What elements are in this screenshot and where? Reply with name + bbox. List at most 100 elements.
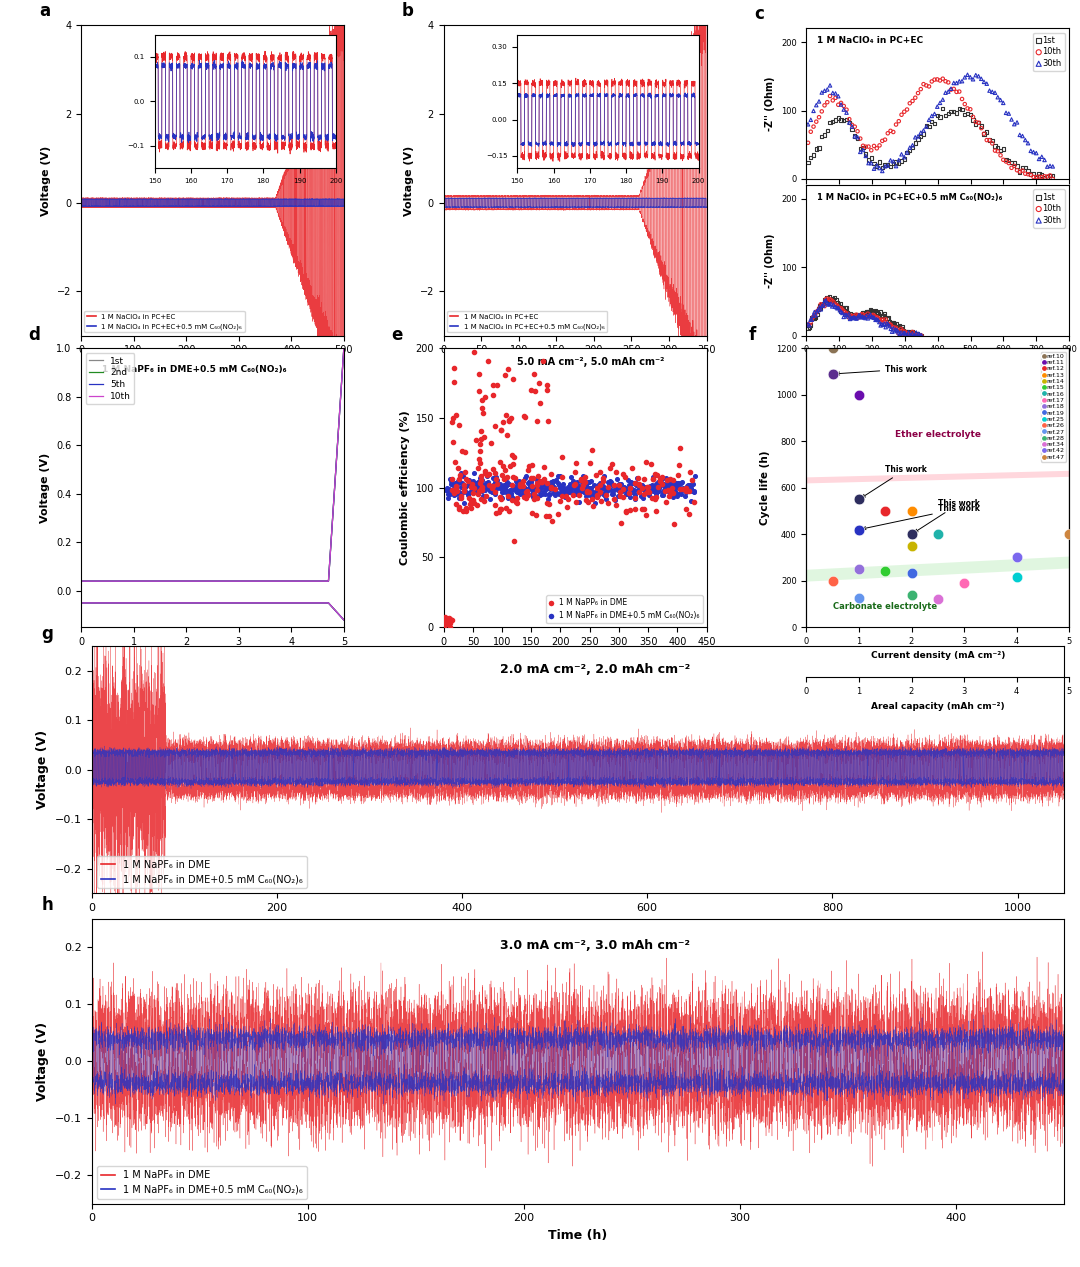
10th <box>948 82 966 103</box>
X-axis label: Current density (mA cm⁻²): Current density (mA cm⁻²) <box>870 651 1005 660</box>
X-axis label: Time (h): Time (h) <box>549 919 607 931</box>
Point <box>651 475 669 495</box>
10th <box>810 300 827 321</box>
10th <box>804 309 821 329</box>
30th <box>867 309 885 329</box>
Text: g: g <box>41 625 53 642</box>
Point <box>672 483 689 503</box>
10th <box>896 322 914 342</box>
1st <box>824 111 841 132</box>
10th <box>821 289 838 309</box>
Point <box>580 478 597 498</box>
Text: 2.0 mA cm⁻², 2.0 mAh cm⁻²: 2.0 mA cm⁻², 2.0 mAh cm⁻² <box>500 664 690 677</box>
Point <box>612 513 630 533</box>
Point <box>600 474 618 494</box>
30th <box>904 323 921 343</box>
1st <box>121 574 134 589</box>
Point <box>658 476 675 497</box>
30th <box>819 293 836 313</box>
30th <box>854 307 872 327</box>
30th <box>828 298 846 318</box>
30th <box>893 326 910 346</box>
1st <box>975 124 993 144</box>
1st <box>825 290 842 310</box>
Point <box>543 476 561 497</box>
Point <box>467 473 484 493</box>
Point <box>680 504 698 525</box>
1st <box>846 125 863 146</box>
30th <box>973 68 990 89</box>
30th <box>813 295 831 315</box>
Point <box>486 462 503 483</box>
Point <box>449 480 467 500</box>
Point <box>450 498 468 518</box>
Point <box>567 454 584 474</box>
10th <box>812 294 829 314</box>
Point <box>471 441 488 461</box>
1st <box>838 298 855 318</box>
Point <box>512 474 529 494</box>
Point <box>455 475 472 495</box>
Point <box>615 487 632 507</box>
Point <box>462 489 480 509</box>
10th <box>832 299 849 319</box>
10th <box>854 136 872 156</box>
1st <box>827 290 845 310</box>
Point <box>605 475 622 495</box>
10th <box>875 309 892 329</box>
Point <box>497 475 514 495</box>
Point <box>595 466 612 487</box>
10th <box>877 309 894 329</box>
Point <box>674 479 691 499</box>
10th <box>879 123 896 143</box>
Y-axis label: Voltage (V): Voltage (V) <box>41 146 52 215</box>
Point <box>549 483 566 503</box>
Point <box>458 470 475 490</box>
Point <box>504 455 522 475</box>
Point <box>474 470 491 490</box>
Text: 1 M NaClO₄ in PC+EC: 1 M NaClO₄ in PC+EC <box>816 35 923 44</box>
Point <box>502 485 519 506</box>
Text: c: c <box>754 5 764 23</box>
Point <box>453 478 470 498</box>
30th <box>872 315 889 336</box>
Point <box>640 481 658 502</box>
Point <box>522 471 539 492</box>
Point <box>670 465 687 485</box>
10th <box>904 322 921 342</box>
Point <box>541 479 558 499</box>
Point <box>611 474 629 494</box>
30th <box>975 72 993 92</box>
Point <box>441 479 458 499</box>
Point <box>527 478 544 498</box>
Point <box>437 480 455 500</box>
Point <box>473 470 490 490</box>
1st <box>910 324 928 345</box>
30th <box>874 161 891 181</box>
Text: h: h <box>41 896 53 914</box>
30th <box>829 298 847 318</box>
Point <box>473 489 490 509</box>
10th <box>893 321 910 341</box>
Point <box>498 424 515 445</box>
Point <box>443 469 460 489</box>
1st <box>890 317 907 337</box>
10th <box>869 308 887 328</box>
30th <box>892 322 909 342</box>
10th <box>860 304 877 324</box>
Point <box>516 405 534 426</box>
1st <box>832 293 849 313</box>
30th <box>835 307 852 327</box>
1st <box>912 326 929 346</box>
10th <box>856 305 874 326</box>
30th <box>967 65 984 85</box>
30th <box>836 304 853 324</box>
Point <box>456 480 473 500</box>
Point <box>642 475 659 495</box>
Point <box>644 468 661 488</box>
10th <box>915 73 932 94</box>
Point <box>465 462 483 483</box>
1st <box>814 294 832 314</box>
Point <box>517 465 535 485</box>
10th <box>813 295 831 315</box>
